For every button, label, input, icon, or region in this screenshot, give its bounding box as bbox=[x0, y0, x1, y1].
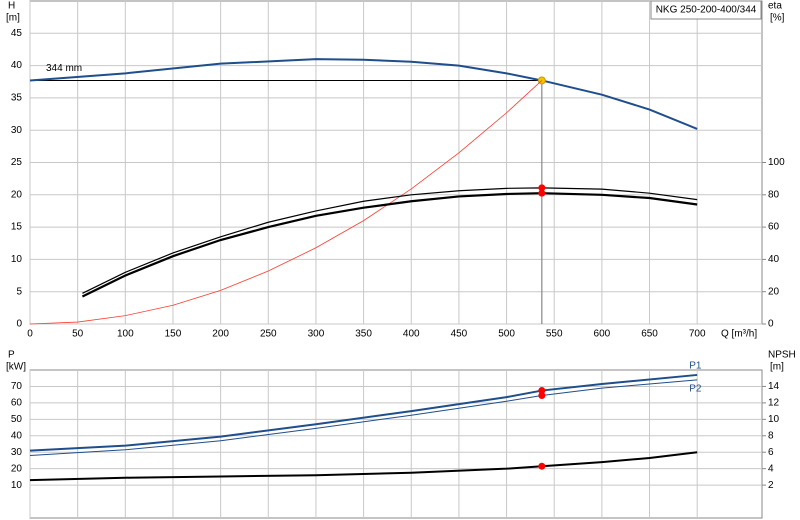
y2-tick-label: 0 bbox=[768, 319, 774, 330]
curve bbox=[82, 187, 698, 294]
y-tick-label: 10 bbox=[11, 254, 23, 265]
y2-tick-label: 10 bbox=[768, 414, 780, 425]
x-tick-label: 100 bbox=[117, 329, 134, 340]
curve bbox=[81, 192, 698, 298]
y-axis-unit: [m] bbox=[6, 13, 20, 24]
y-tick-label: 20 bbox=[11, 463, 23, 474]
y-tick-label: 30 bbox=[11, 125, 23, 136]
y2-tick-label: 14 bbox=[768, 381, 780, 392]
curve bbox=[29, 379, 698, 457]
y-tick-label: 60 bbox=[11, 398, 23, 409]
x-tick-label: 450 bbox=[451, 329, 468, 340]
y2-tick-label: 4 bbox=[768, 463, 774, 474]
y2-tick-label: 60 bbox=[768, 222, 780, 233]
y-tick-label: 20 bbox=[11, 189, 23, 200]
x-tick-label: 50 bbox=[72, 329, 84, 340]
x-tick-label: 300 bbox=[308, 329, 325, 340]
chart-title: NKG 250-200-400/344 bbox=[656, 5, 757, 16]
y2-tick-label: 20 bbox=[768, 286, 780, 297]
duty-point bbox=[538, 189, 546, 197]
y2-tick-label: 8 bbox=[768, 430, 774, 441]
y-axis-unit: [kW] bbox=[6, 362, 26, 373]
curve-annotation: 344 mm bbox=[46, 63, 82, 74]
y-tick-label: 0 bbox=[16, 319, 22, 330]
x-tick-label: 0 bbox=[27, 329, 33, 340]
y-tick-label: 45 bbox=[11, 28, 23, 39]
y2-tick-label: 6 bbox=[768, 447, 774, 458]
curve bbox=[29, 80, 543, 325]
y2-tick-label: 80 bbox=[768, 189, 780, 200]
y-tick-label: 15 bbox=[11, 222, 23, 233]
y-axis-label: P bbox=[8, 350, 15, 361]
x-tick-label: 200 bbox=[212, 329, 229, 340]
y2-tick-label: 100 bbox=[768, 157, 785, 168]
y-tick-label: 40 bbox=[11, 60, 23, 71]
y-tick-label: 10 bbox=[11, 480, 23, 491]
curve-label: P1 bbox=[689, 361, 702, 372]
curve bbox=[29, 58, 698, 130]
y2-tick-label: 2 bbox=[768, 480, 774, 491]
y2-axis-label: NPSH bbox=[768, 350, 796, 361]
curve bbox=[29, 451, 698, 482]
x-tick-label: 650 bbox=[641, 329, 658, 340]
x-tick-label: 150 bbox=[165, 329, 182, 340]
curve-label: P2 bbox=[689, 384, 702, 395]
y-tick-label: 25 bbox=[11, 157, 23, 168]
title-box bbox=[650, 0, 762, 20]
y2-tick-label: 12 bbox=[768, 398, 780, 409]
y-tick-label: 70 bbox=[11, 381, 23, 392]
x-tick-label: 250 bbox=[260, 329, 277, 340]
x-tick-label: 500 bbox=[498, 329, 515, 340]
duty-point bbox=[538, 184, 546, 192]
y2-axis-label: eta bbox=[768, 1, 782, 12]
x-tick-label: 400 bbox=[403, 329, 420, 340]
y-tick-label: 50 bbox=[11, 414, 23, 425]
y-tick-label: 35 bbox=[11, 93, 23, 104]
y-axis-label: H bbox=[8, 1, 15, 12]
x-tick-label: 550 bbox=[546, 329, 563, 340]
x-tick-label: 700 bbox=[689, 329, 706, 340]
y2-axis-unit: [%] bbox=[770, 13, 785, 24]
x-tick-label: 600 bbox=[594, 329, 611, 340]
y2-tick-label: 40 bbox=[768, 254, 780, 265]
curve bbox=[29, 373, 698, 452]
x-tick-label: 350 bbox=[355, 329, 372, 340]
duty-point bbox=[538, 391, 546, 399]
duty-point bbox=[538, 387, 546, 395]
duty-point bbox=[538, 462, 546, 470]
y2-axis-unit: [m] bbox=[770, 362, 784, 373]
x-axis-label: Q [m³/h] bbox=[721, 329, 757, 340]
y-tick-label: 40 bbox=[11, 430, 23, 441]
y-tick-label: 30 bbox=[11, 447, 23, 458]
y-tick-label: 5 bbox=[16, 286, 22, 297]
